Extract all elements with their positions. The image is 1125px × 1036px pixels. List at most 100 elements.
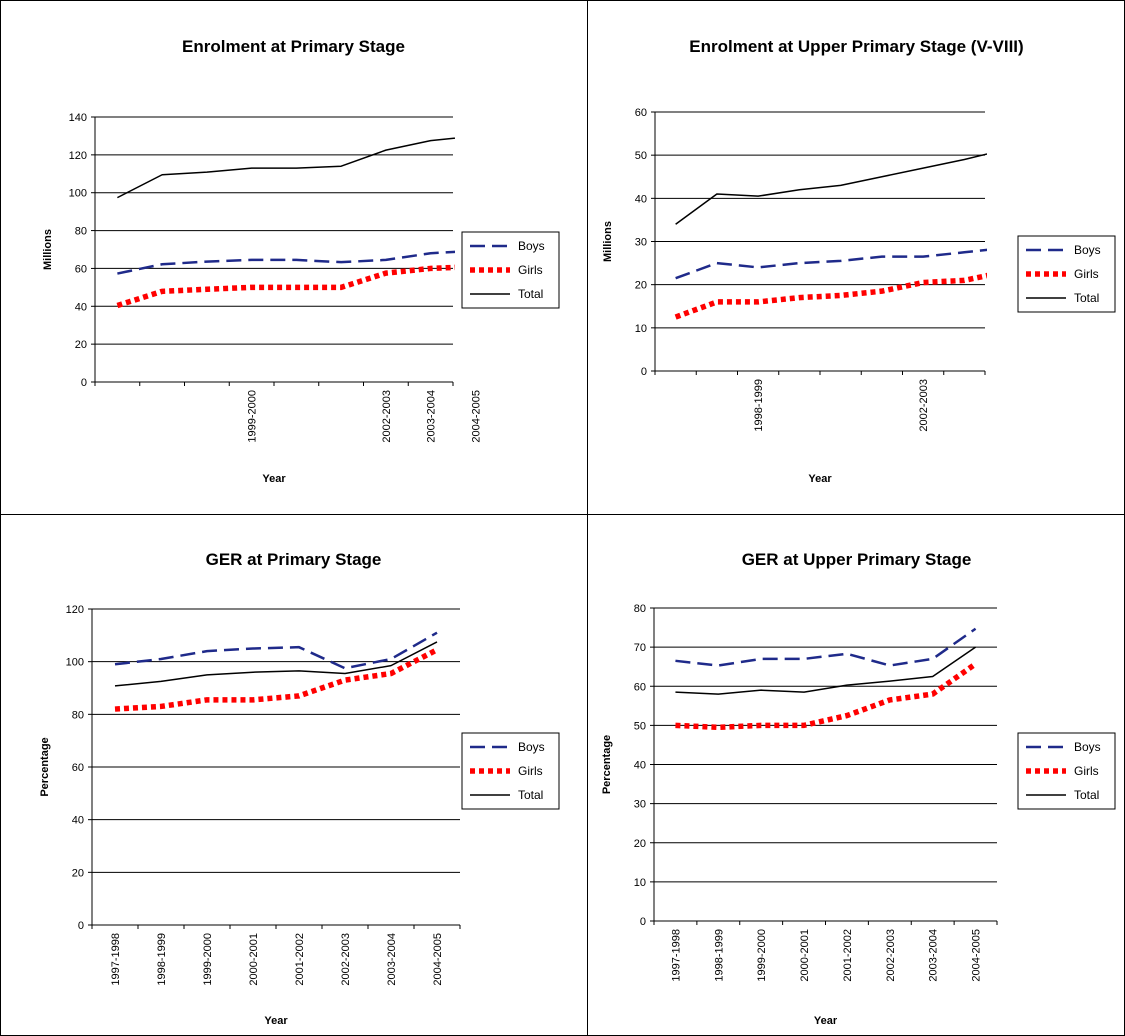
x-tick-label: 2004-2005	[470, 390, 482, 443]
legend-label-total: Total	[518, 287, 543, 301]
line-chart: Enrolment at Primary Stage 0 20 40 60 80 100 12…	[42, 37, 560, 485]
line-chart: GER at Primary Stage 0 20 40 60 80 100 120 1997-…	[39, 550, 560, 1027]
x-tick-label: 2004-2005	[971, 929, 983, 982]
legend-label-total: Total	[1074, 788, 1099, 802]
chart-panel-ger-upper-primary: GER at Upper Primary Stage 0 10 20 30 40 50 60 7…	[588, 515, 1125, 1036]
y-tick-label: 100	[69, 188, 87, 200]
series-line-boys	[675, 627, 977, 667]
line-chart: Enrolment at Upper Primary Stage (V-VIII…	[602, 37, 1116, 485]
y-tick-label: 20	[635, 280, 647, 292]
legend-label-boys: Boys	[518, 239, 545, 253]
x-tick-label: 2003-2004	[386, 933, 398, 986]
y-tick-label: 100	[66, 657, 84, 669]
y-tick-label: 0	[81, 377, 87, 389]
outer-border-left	[0, 0, 1, 1036]
y-tick-label: 30	[634, 799, 646, 811]
x-tick-label: 1998-1999	[156, 933, 168, 986]
y-tick-label: 60	[635, 107, 647, 119]
series-line-boys	[114, 631, 438, 670]
horizontal-divider	[0, 514, 1125, 515]
chart-title: GER at Primary Stage	[206, 550, 382, 569]
y-tick-label: 20	[634, 838, 646, 850]
x-tick-label: 2004-2005	[432, 933, 444, 986]
x-axis-label: Year	[262, 473, 286, 485]
y-tick-label: 60	[634, 681, 646, 693]
vertical-divider	[587, 0, 588, 1036]
y-tick-label: 20	[75, 339, 87, 351]
x-tick-label: 2002-2003	[340, 933, 352, 986]
line-chart: GER at Upper Primary Stage 0 10 20 30 40 50 60 7…	[601, 550, 1116, 1027]
x-tick-label: 2000-2001	[248, 933, 260, 986]
y-tick-label: 120	[69, 150, 87, 162]
y-tick-label: 30	[635, 237, 647, 249]
x-axis-label: Year	[264, 1015, 288, 1027]
x-tick-label: 1997-1998	[670, 929, 682, 982]
y-tick-label: 0	[641, 366, 647, 378]
x-tick-label: 2000-2001	[799, 929, 811, 982]
legend: Boys Girls Total	[1017, 732, 1116, 810]
legend-label-boys: Boys	[518, 740, 545, 754]
series-line-girls	[116, 264, 455, 309]
series-line-girls	[114, 647, 439, 712]
series-line-total	[675, 646, 976, 695]
legend-label-boys: Boys	[1074, 243, 1101, 257]
y-axis-label: Percentage	[39, 737, 51, 796]
legend: Boys Girls Total	[461, 732, 560, 810]
y-tick-label: 40	[635, 193, 647, 205]
legend-label-girls: Girls	[518, 764, 543, 778]
y-tick-label: 40	[634, 760, 646, 772]
x-tick-label: 1998-1999	[753, 379, 765, 432]
series-line-girls	[674, 272, 987, 320]
x-tick-label: 2002-2003	[381, 390, 393, 443]
series-line-boys	[117, 250, 455, 275]
y-tick-label: 10	[634, 877, 646, 889]
series-line-total	[675, 153, 987, 225]
series-line-total	[114, 641, 438, 687]
legend-label-total: Total	[518, 788, 543, 802]
legend-label-girls: Girls	[1074, 267, 1099, 281]
x-tick-label: 1999-2000	[247, 390, 259, 443]
y-tick-label: 40	[72, 815, 84, 827]
y-axis-label: Millions	[602, 221, 614, 262]
x-tick-label: 2003-2004	[928, 929, 940, 982]
x-tick-label: 2003-2004	[426, 390, 438, 443]
series-line-boys	[675, 248, 987, 280]
chart-panel-enrolment-upper-primary: Enrolment at Upper Primary Stage (V-VIII…	[588, 0, 1125, 514]
y-tick-label: 80	[634, 603, 646, 615]
y-tick-label: 140	[69, 112, 87, 124]
y-tick-label: 10	[635, 323, 647, 335]
y-tick-label: 40	[75, 301, 87, 313]
legend: Boys Girls Total	[1017, 235, 1116, 313]
y-tick-label: 0	[78, 920, 84, 932]
legend-label-boys: Boys	[1074, 740, 1101, 754]
y-tick-label: 80	[75, 226, 87, 238]
chart-panel-ger-primary: GER at Primary Stage 0 20 40 60 80 100 120 1997-…	[0, 515, 587, 1036]
legend-label-girls: Girls	[518, 263, 543, 277]
legend-label-girls: Girls	[1074, 764, 1099, 778]
x-tick-label: 2002-2003	[885, 929, 897, 982]
chart-title: Enrolment at Primary Stage	[182, 37, 405, 56]
y-tick-label: 0	[640, 916, 646, 928]
chart-title: Enrolment at Upper Primary Stage (V-VIII…	[689, 37, 1023, 56]
x-tick-label: 2001-2002	[842, 929, 854, 982]
x-tick-label: 2001-2002	[294, 933, 306, 986]
y-axis-label: Percentage	[601, 735, 613, 794]
y-tick-label: 80	[72, 709, 84, 721]
chart-panel-enrolment-primary: Enrolment at Primary Stage 0 20 40 60 80 100 12…	[0, 0, 587, 514]
y-axis-label: Millions	[42, 229, 54, 270]
x-tick-label: 1999-2000	[202, 933, 214, 986]
chart-title: GER at Upper Primary Stage	[742, 550, 972, 569]
series-line-girls	[675, 661, 978, 731]
y-tick-label: 60	[72, 762, 84, 774]
series-line-total	[117, 137, 455, 199]
x-axis-label: Year	[808, 473, 832, 485]
x-tick-label: 2002-2003	[918, 379, 930, 432]
y-tick-label: 50	[635, 150, 647, 162]
x-tick-label: 1999-2000	[756, 929, 768, 982]
y-tick-label: 60	[75, 263, 87, 275]
x-tick-label: 1997-1998	[110, 933, 122, 986]
legend-label-total: Total	[1074, 291, 1099, 305]
outer-border-top	[0, 0, 1125, 1]
y-tick-label: 70	[634, 642, 646, 654]
